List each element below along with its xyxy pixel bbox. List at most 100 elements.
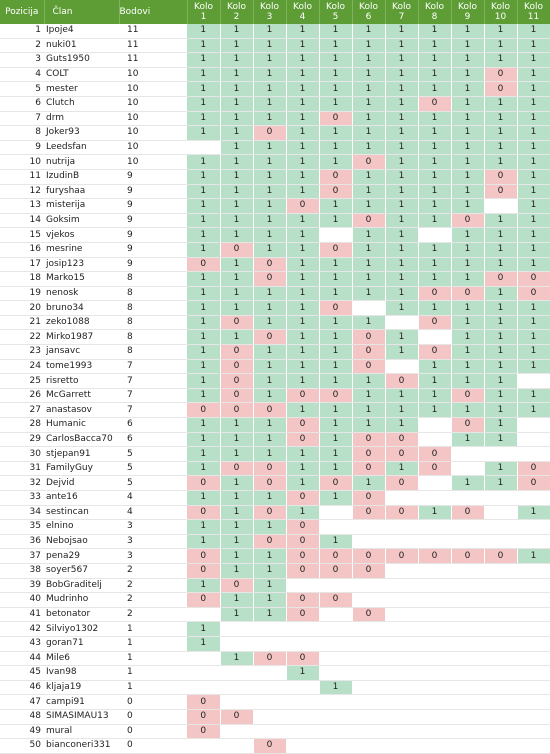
round-result-cell: 1 [319,38,353,54]
position-cell: 23 [0,344,44,360]
round-result-cell: 0 [220,709,254,725]
round-result-cell [286,636,320,652]
round-result-cell: 1 [319,373,353,389]
round-result-cell [385,738,419,754]
round-result-cell [385,680,419,696]
table-row: 2 nuki01 11 1 1 1 1 1 1 1 1 1 1 1 [0,38,550,54]
round-result-cell: 1 [187,373,221,389]
round-result-cell [253,621,287,637]
round-result-cell [385,651,419,667]
points-cell: 1 [119,636,187,652]
round-result-cell [451,724,485,740]
round-result-cell [385,694,419,710]
round-result-cell [187,651,221,667]
position-cell: 49 [0,724,44,740]
round-result-cell [484,738,518,754]
round-result-cell [220,665,254,681]
round-result-cell: 1 [319,402,353,419]
round-result-cell: 1 [484,329,518,346]
round-result-cell: 1 [517,184,550,200]
round-result-cell [352,592,386,608]
round-result-cell: 1 [286,315,320,331]
table-row: 24 tome1993 7 1 0 1 1 1 0 1 1 1 1 [0,359,550,375]
round-result-cell: 1 [517,125,550,141]
round-result-cell: 1 [220,563,254,579]
round-result-cell: 1 [187,286,221,302]
header-points[interactable]: Bodovi [119,0,188,24]
member-cell: josip123 [44,257,119,273]
round-result-cell [385,563,419,579]
header-round-11[interactable]: Kolo 11 [517,0,550,24]
round-result-cell: 0 [352,548,386,564]
round-result-cell: 1 [187,621,221,637]
round-result-cell: 0 [517,461,550,477]
header-member[interactable]: Član [44,0,120,24]
round-result-cell: 0 [220,578,254,594]
round-result-cell: 0 [352,505,386,521]
header-round-label: Kolo [491,2,510,12]
table-row: 45 Ivan98 1 1 [0,665,550,681]
position-cell: 44 [0,651,44,667]
header-round-2[interactable]: Kolo 2 [220,0,254,24]
round-result-cell: 1 [517,24,550,39]
round-result-cell [187,665,221,681]
round-result-cell: 1 [418,242,452,258]
points-cell: 5 [119,475,187,491]
header-round-5[interactable]: Kolo 5 [319,0,353,24]
round-result-cell: 1 [352,198,386,214]
member-cell: Dejvid [44,475,119,491]
header-round-8[interactable]: Kolo 8 [418,0,452,24]
round-result-cell: 0 [253,505,287,521]
round-result-cell: 0 [352,359,386,375]
header-round-7[interactable]: Kolo 7 [385,0,419,24]
member-cell: Leedsfan [44,140,119,156]
position-cell: 35 [0,519,44,535]
round-result-cell: 1 [451,242,485,258]
round-result-cell: 1 [517,96,550,112]
round-result-cell: 0 [220,242,254,258]
round-result-cell: 1 [253,417,287,433]
round-result-cell [418,534,452,550]
header-round-label: Kolo [458,2,477,12]
header-round-3[interactable]: Kolo 3 [253,0,287,24]
header-round-label: Kolo [293,2,312,12]
round-result-cell: 1 [187,344,221,360]
round-result-cell [286,680,320,696]
member-cell: mural [44,724,119,740]
points-cell: 10 [119,140,187,156]
table-row: 16 mesrine 9 1 0 1 1 0 1 1 1 1 1 1 [0,242,550,258]
header-round-1[interactable]: Kolo 1 [187,0,221,24]
position-cell: 2 [0,38,44,54]
round-result-cell: 1 [517,81,550,97]
round-result-cell [451,665,485,681]
round-result-cell [319,505,353,521]
round-result-cell: 1 [187,227,221,243]
position-cell: 43 [0,636,44,652]
round-result-cell [484,505,518,521]
round-result-cell: 0 [385,548,419,564]
member-cell: SIMASIMAU13 [44,709,119,725]
round-result-cell: 1 [220,111,254,127]
round-result-cell: 1 [286,257,320,273]
round-result-cell [385,636,419,652]
header-round-10[interactable]: Kolo 10 [484,0,518,24]
round-result-cell: 0 [286,432,320,448]
round-result-cell: 1 [484,38,518,54]
header-round-9[interactable]: Kolo 9 [451,0,485,24]
points-cell: 0 [119,694,187,710]
round-result-cell: 1 [253,96,287,112]
round-result-cell: 1 [286,169,320,185]
member-cell: FamilyGuy [44,461,119,477]
round-result-cell [517,607,550,623]
member-cell: Joker93 [44,125,119,141]
position-cell: 19 [0,286,44,302]
position-cell: 26 [0,388,44,404]
round-result-cell: 1 [187,388,221,404]
header-round-4[interactable]: Kolo 4 [286,0,320,24]
round-result-cell: 0 [319,563,353,579]
header-round-6[interactable]: Kolo 6 [352,0,386,24]
round-result-cell: 1 [220,271,254,287]
header-position[interactable]: Pozicija [0,0,45,24]
round-result-cell [418,563,452,579]
table-header: Pozicija Član Bodovi Kolo 1 Kolo 2 Kolo 3 Kolo… [0,0,550,24]
